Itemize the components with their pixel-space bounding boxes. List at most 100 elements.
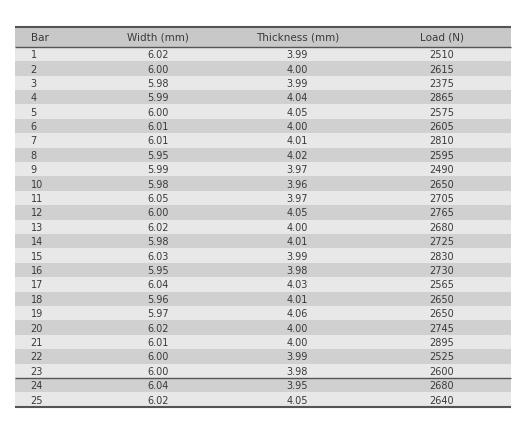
Text: Thickness (mm): Thickness (mm): [256, 33, 339, 43]
Text: 24: 24: [31, 380, 43, 390]
Bar: [15, 28, 511, 48]
Text: 6.02: 6.02: [147, 222, 168, 232]
Text: 3.99: 3.99: [287, 351, 308, 362]
Text: 2640: 2640: [430, 394, 454, 405]
Text: Width (mm): Width (mm): [127, 33, 189, 43]
Text: 2575: 2575: [429, 107, 454, 118]
Bar: [15, 263, 511, 278]
Text: 6.02: 6.02: [147, 394, 168, 405]
Text: 4.01: 4.01: [287, 294, 308, 304]
Text: 3.99: 3.99: [287, 50, 308, 60]
Text: 2565: 2565: [429, 280, 454, 290]
Text: 2650: 2650: [429, 179, 454, 189]
Text: 5.99: 5.99: [147, 165, 168, 175]
Text: 6.01: 6.01: [147, 136, 168, 146]
Text: 2490: 2490: [430, 165, 454, 175]
Text: 5.97: 5.97: [147, 308, 169, 319]
Text: Bar: Bar: [31, 33, 48, 43]
Bar: [15, 220, 511, 234]
Text: 14: 14: [31, 237, 43, 247]
Text: 2600: 2600: [430, 366, 454, 376]
Bar: [15, 378, 511, 392]
Text: 6.03: 6.03: [147, 251, 168, 261]
Text: 2705: 2705: [429, 193, 454, 204]
Bar: [15, 278, 511, 292]
Text: 5.98: 5.98: [147, 179, 168, 189]
Bar: [15, 62, 511, 77]
Text: 2810: 2810: [430, 136, 454, 146]
Text: 2765: 2765: [429, 208, 454, 218]
Bar: [15, 292, 511, 306]
Text: 4.05: 4.05: [287, 107, 308, 118]
Text: 17: 17: [31, 280, 43, 290]
Text: 2595: 2595: [429, 150, 454, 161]
Text: 20: 20: [31, 323, 43, 333]
Text: 4.06: 4.06: [287, 308, 308, 319]
Text: 4.01: 4.01: [287, 136, 308, 146]
Text: 5.99: 5.99: [147, 93, 168, 103]
Bar: [15, 28, 511, 407]
Text: 4.00: 4.00: [287, 222, 308, 232]
Text: 3.96: 3.96: [287, 179, 308, 189]
Text: 6.02: 6.02: [147, 50, 168, 60]
Text: 2830: 2830: [430, 251, 454, 261]
Text: 6.00: 6.00: [147, 351, 168, 362]
Text: 4: 4: [31, 93, 37, 103]
Text: 22: 22: [31, 351, 43, 362]
Text: 2730: 2730: [429, 265, 454, 275]
Bar: [15, 148, 511, 163]
Bar: [15, 163, 511, 177]
Text: 15: 15: [31, 251, 43, 261]
Text: 7: 7: [31, 136, 37, 146]
Bar: [15, 392, 511, 407]
Text: 21: 21: [31, 337, 43, 347]
Bar: [15, 306, 511, 321]
Text: 3.98: 3.98: [287, 265, 308, 275]
Text: 4.00: 4.00: [287, 323, 308, 333]
Text: 2510: 2510: [429, 50, 454, 60]
Text: Load (N): Load (N): [420, 33, 464, 43]
Text: 6.02: 6.02: [147, 323, 168, 333]
Text: 3: 3: [31, 79, 37, 89]
Text: 4.05: 4.05: [287, 394, 308, 405]
Text: 2865: 2865: [429, 93, 454, 103]
Text: 4.02: 4.02: [287, 150, 308, 161]
Text: 2650: 2650: [429, 294, 454, 304]
Bar: [15, 120, 511, 134]
Text: 16: 16: [31, 265, 43, 275]
Text: 4.00: 4.00: [287, 337, 308, 347]
Text: 6.00: 6.00: [147, 208, 168, 218]
Text: 5.96: 5.96: [147, 294, 168, 304]
Text: 13: 13: [31, 222, 43, 232]
Text: 2375: 2375: [429, 79, 454, 89]
Text: 11: 11: [31, 193, 43, 204]
Text: 2745: 2745: [429, 323, 454, 333]
Text: 3.95: 3.95: [287, 380, 308, 390]
Text: 5.95: 5.95: [147, 265, 169, 275]
Text: 6.05: 6.05: [147, 193, 168, 204]
Bar: [15, 321, 511, 335]
Text: 2680: 2680: [430, 222, 454, 232]
Text: 2725: 2725: [429, 237, 454, 247]
Text: 23: 23: [31, 366, 43, 376]
Text: 12: 12: [31, 208, 43, 218]
Text: 3.97: 3.97: [287, 165, 308, 175]
Bar: [15, 48, 511, 62]
Text: 25: 25: [31, 394, 43, 405]
Text: 4.03: 4.03: [287, 280, 308, 290]
Text: 5.95: 5.95: [147, 150, 169, 161]
Text: 3.98: 3.98: [287, 366, 308, 376]
Text: 3.99: 3.99: [287, 79, 308, 89]
Text: 4.01: 4.01: [287, 237, 308, 247]
Text: 19: 19: [31, 308, 43, 319]
Bar: [15, 191, 511, 206]
Text: 6.04: 6.04: [147, 280, 168, 290]
Text: 4.00: 4.00: [287, 64, 308, 74]
Text: 2650: 2650: [429, 308, 454, 319]
Text: 6.04: 6.04: [147, 380, 168, 390]
Bar: [15, 177, 511, 191]
Text: 6: 6: [31, 122, 37, 132]
Bar: [15, 206, 511, 220]
Text: 4.04: 4.04: [287, 93, 308, 103]
Text: 8: 8: [31, 150, 37, 161]
